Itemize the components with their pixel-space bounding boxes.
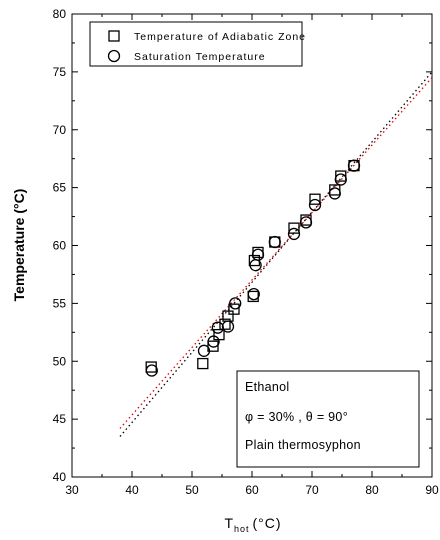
annotation-conditions: φ = 30% , θ = 90° — [245, 410, 348, 424]
square-marker — [197, 357, 209, 370]
legend-series-saturation: Saturation Temperature — [134, 51, 266, 63]
circle-marker — [197, 344, 211, 357]
legend-square-marker — [108, 30, 120, 42]
data-markers — [145, 159, 361, 377]
fit-lines — [119, 71, 433, 437]
y-tick-label: 70 — [53, 123, 67, 137]
circle-marker — [308, 198, 322, 212]
x-axis-label-symbol: T — [224, 515, 234, 531]
legend-series-adiabatic: Temperature of Adiabatic Zone — [134, 31, 306, 43]
annotation-box — [236, 370, 420, 468]
x-axis-label: Thot (°C) — [224, 515, 281, 534]
circle-marker — [347, 159, 361, 172]
annotation-fluid: Ethanol — [245, 380, 290, 394]
square-marker — [288, 222, 300, 234]
annotation: Ethanol φ = 30% , θ = 90° Plain thermosy… — [236, 370, 420, 468]
x-tick-label: 30 — [65, 483, 79, 497]
circle-marker — [145, 364, 158, 377]
x-axis-ticks: 30 40 50 60 70 80 90 — [65, 14, 439, 497]
legend-box — [89, 21, 303, 67]
square-marker — [228, 303, 240, 315]
circle-marker — [247, 287, 260, 301]
x-tick-label: 70 — [305, 483, 319, 497]
annotation-type: Plain thermosyphon — [245, 438, 361, 452]
y-tick-label: 60 — [53, 239, 67, 253]
circle-marker — [221, 320, 235, 333]
x-tick-label: 90 — [425, 483, 439, 497]
y-axis-ticks: 40 45 50 55 60 65 70 75 80 — [53, 7, 432, 484]
circle-marker — [268, 235, 281, 249]
y-axis-label: Temperature (°C) — [11, 189, 27, 302]
legend: Temperature of Adiabatic Zone Saturation… — [89, 21, 306, 67]
square-marker — [219, 318, 231, 330]
square-marker — [309, 193, 321, 205]
x-tick-label: 40 — [125, 483, 139, 497]
circle-marker — [251, 248, 265, 261]
y-tick-label: 55 — [53, 296, 67, 310]
circle-marker — [229, 297, 242, 310]
y-tick-label: 75 — [53, 65, 67, 79]
circle-marker — [299, 216, 313, 229]
fit-line-0 — [119, 71, 433, 437]
fit-line-1 — [119, 77, 433, 429]
circle-marker — [207, 335, 220, 348]
circle-marker — [328, 187, 341, 200]
x-tick-label: 60 — [245, 483, 259, 497]
y-tick-label: 40 — [53, 470, 67, 484]
circle-marker — [287, 227, 301, 241]
x-tick-label: 80 — [365, 483, 379, 497]
x-axis-label-subscript: hot — [234, 524, 250, 534]
x-axis-label-unit: (°C) — [253, 515, 282, 531]
y-tick-label: 80 — [53, 7, 67, 21]
legend-circle-marker — [107, 49, 121, 63]
x-tick-label: 50 — [185, 483, 199, 497]
y-tick-label: 50 — [53, 354, 67, 368]
y-tick-label: 45 — [53, 412, 67, 426]
y-tick-label: 65 — [53, 181, 67, 195]
circle-marker — [334, 173, 347, 186]
circle-marker — [211, 321, 224, 334]
